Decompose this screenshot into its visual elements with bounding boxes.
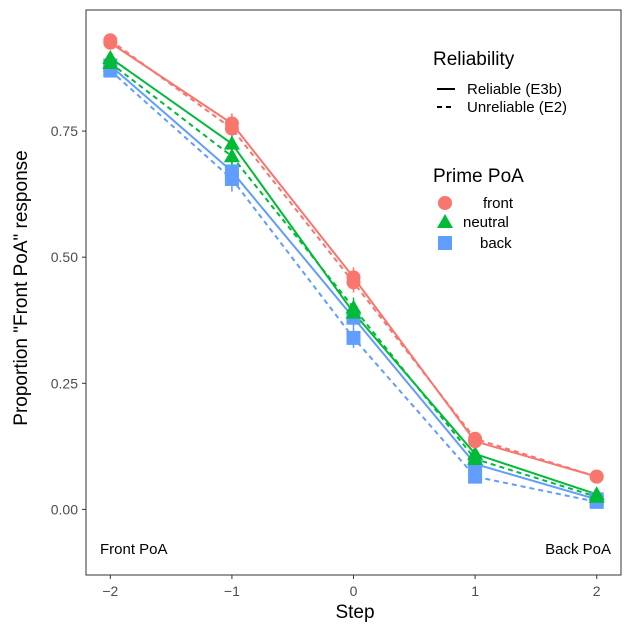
legend-key-back: [438, 236, 452, 250]
legend-label-neutral: neutral: [463, 214, 509, 231]
y-tick-label: 0.00: [51, 501, 78, 517]
point-back-unreliable: [468, 469, 483, 484]
y-tick-label: 0.25: [51, 375, 78, 391]
point-front-unreliable: [468, 431, 483, 446]
point-front-unreliable: [103, 33, 118, 48]
y-axis-title: Proportion "Front PoA" response: [11, 150, 32, 425]
legend-label-back: back: [480, 235, 512, 252]
legend: Reliability Reliable (E3b) Unreliable (E…: [433, 49, 567, 252]
series-line-neutral-unreliable: [109, 62, 597, 498]
point-neutral-reliable: [223, 135, 240, 150]
legend-title-prime: Prime PoA: [433, 166, 524, 187]
x-tick-label: 1: [471, 583, 479, 599]
point-neutral-unreliable: [223, 148, 240, 163]
x-axis-title: Step: [335, 602, 374, 623]
point-neutral-unreliable: [102, 54, 119, 69]
point-back-unreliable: [346, 330, 361, 345]
legend-label-unreliable: Unreliable (E2): [467, 99, 567, 116]
legend-key-neutral: [437, 214, 453, 228]
x-tick-label: 2: [593, 583, 601, 599]
y-tick-label: 0.75: [51, 123, 78, 139]
legend-label-front: front: [483, 195, 514, 212]
x-tick-label: −2: [102, 583, 118, 599]
annotation-front-poa: Front PoA: [100, 541, 168, 558]
chart-marks: 0.00 0.25 0.50 0.75 −2 −1 0 1 2: [51, 9, 622, 599]
x-tick-label: 0: [350, 583, 358, 599]
point-neutral-unreliable: [467, 450, 484, 465]
point-front-unreliable: [346, 275, 361, 290]
point-back-unreliable: [224, 171, 239, 186]
annotation-back-poa: Back PoA: [545, 541, 611, 558]
x-tick-label: −1: [224, 583, 240, 599]
legend-title-reliability: Reliability: [433, 49, 515, 70]
legend-label-reliable: Reliable (E3b): [467, 81, 562, 98]
point-neutral-unreliable: [588, 488, 605, 503]
point-neutral-unreliable: [345, 299, 362, 314]
y-tick-label: 0.50: [51, 249, 78, 265]
point-front-unreliable: [224, 121, 239, 136]
legend-key-front: [438, 196, 452, 210]
point-front-unreliable: [589, 469, 604, 484]
